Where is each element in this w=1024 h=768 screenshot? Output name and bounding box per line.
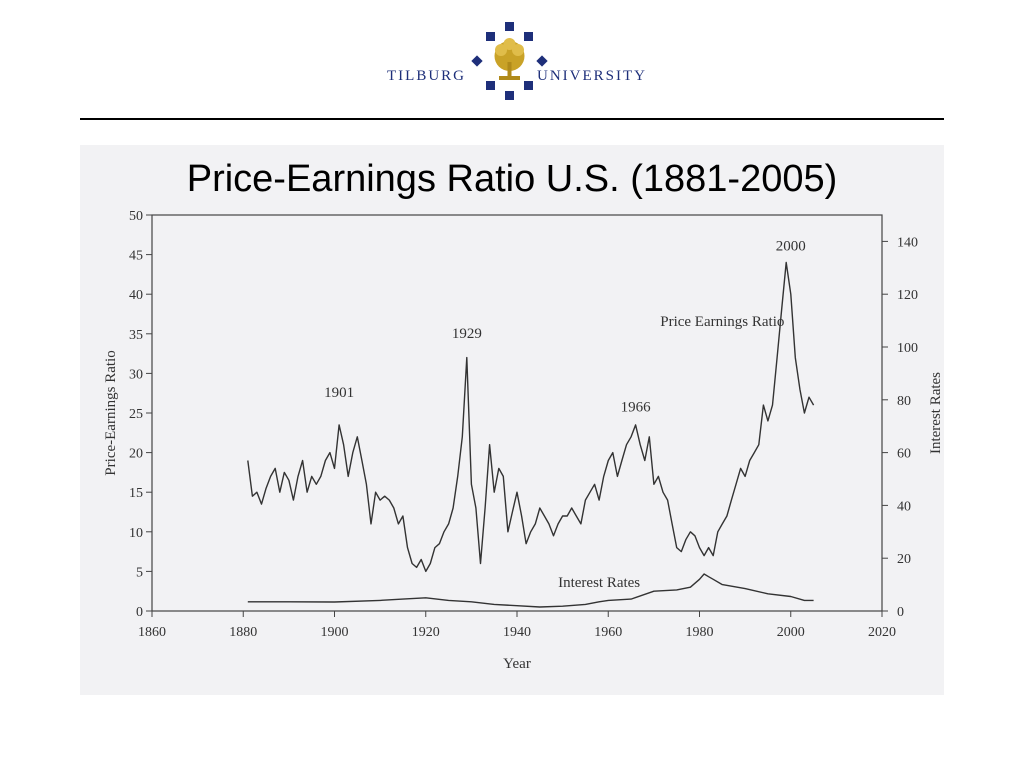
y-left-tick-label: 30 bbox=[129, 367, 143, 382]
y-right-tick-label: 20 bbox=[897, 552, 911, 567]
chart-annotation: 2000 bbox=[776, 239, 806, 255]
y-right-tick-label: 0 bbox=[897, 605, 904, 620]
y-right-tick-label: 80 bbox=[897, 394, 911, 409]
chart-annotation: Price Earnings Ratio bbox=[660, 314, 784, 330]
y-left-axis-label: Price-Earnings Ratio bbox=[103, 350, 119, 475]
pe-ratio-line bbox=[247, 261, 815, 573]
x-tick-label: 1880 bbox=[229, 625, 257, 640]
x-tick-label: 1940 bbox=[503, 625, 531, 640]
x-tick-label: 1920 bbox=[412, 625, 440, 640]
x-axis-label: Year bbox=[503, 656, 531, 672]
chart-annotation: Interest Rates bbox=[558, 575, 640, 591]
x-tick-label: 2000 bbox=[777, 625, 805, 640]
y-right-tick-label: 60 bbox=[897, 447, 911, 462]
y-right-tick-label: 40 bbox=[897, 499, 911, 514]
slide-title: Price-Earnings Ratio U.S. (1881-2005) bbox=[186, 158, 838, 200]
y-right-axis-label: Interest Rates bbox=[928, 372, 944, 454]
university-logo: TILBURG UNIVERSITY bbox=[387, 18, 647, 104]
tree-emblem-icon bbox=[471, 22, 548, 100]
interest-rate-line bbox=[247, 573, 814, 608]
y-left-tick-label: 0 bbox=[136, 605, 143, 620]
x-tick-label: 1860 bbox=[138, 625, 166, 640]
y-right-tick-label: 100 bbox=[897, 341, 918, 356]
chart-scan-background bbox=[80, 145, 944, 695]
logo-text-left: TILBURG bbox=[387, 68, 466, 84]
y-left-tick-label: 20 bbox=[129, 447, 143, 462]
plot-frame bbox=[151, 214, 883, 612]
header-divider bbox=[80, 118, 944, 120]
x-tick-label: 1900 bbox=[321, 625, 349, 640]
y-left-tick-label: 35 bbox=[129, 328, 143, 343]
chart-annotation: 1966 bbox=[621, 399, 652, 415]
y-left-tick-label: 5 bbox=[136, 565, 143, 580]
y-left-tick-label: 40 bbox=[129, 288, 143, 303]
chart-annotation: 1929 bbox=[452, 326, 482, 342]
chart-annotation: 1901 bbox=[324, 385, 354, 401]
y-left-tick-label: 10 bbox=[129, 526, 143, 541]
y-right-tick-label: 140 bbox=[897, 235, 918, 250]
logo-text-right: UNIVERSITY bbox=[537, 68, 647, 84]
y-right-tick-label: 120 bbox=[897, 288, 918, 303]
y-left-tick-label: 25 bbox=[129, 407, 143, 422]
x-tick-label: 1960 bbox=[594, 625, 622, 640]
y-left-tick-label: 50 bbox=[129, 209, 143, 224]
x-tick-label: 1980 bbox=[686, 625, 714, 640]
x-tick-label: 2020 bbox=[868, 625, 896, 640]
pe-ratio-chart: 1860 1880 1900 1920 1940 1960 1980 2000 20200510… bbox=[103, 209, 944, 672]
y-left-tick-label: 15 bbox=[129, 486, 143, 501]
slide-header: TILBURG UNIVERSITY bbox=[0, 0, 1024, 120]
y-left-tick-label: 45 bbox=[129, 249, 143, 264]
